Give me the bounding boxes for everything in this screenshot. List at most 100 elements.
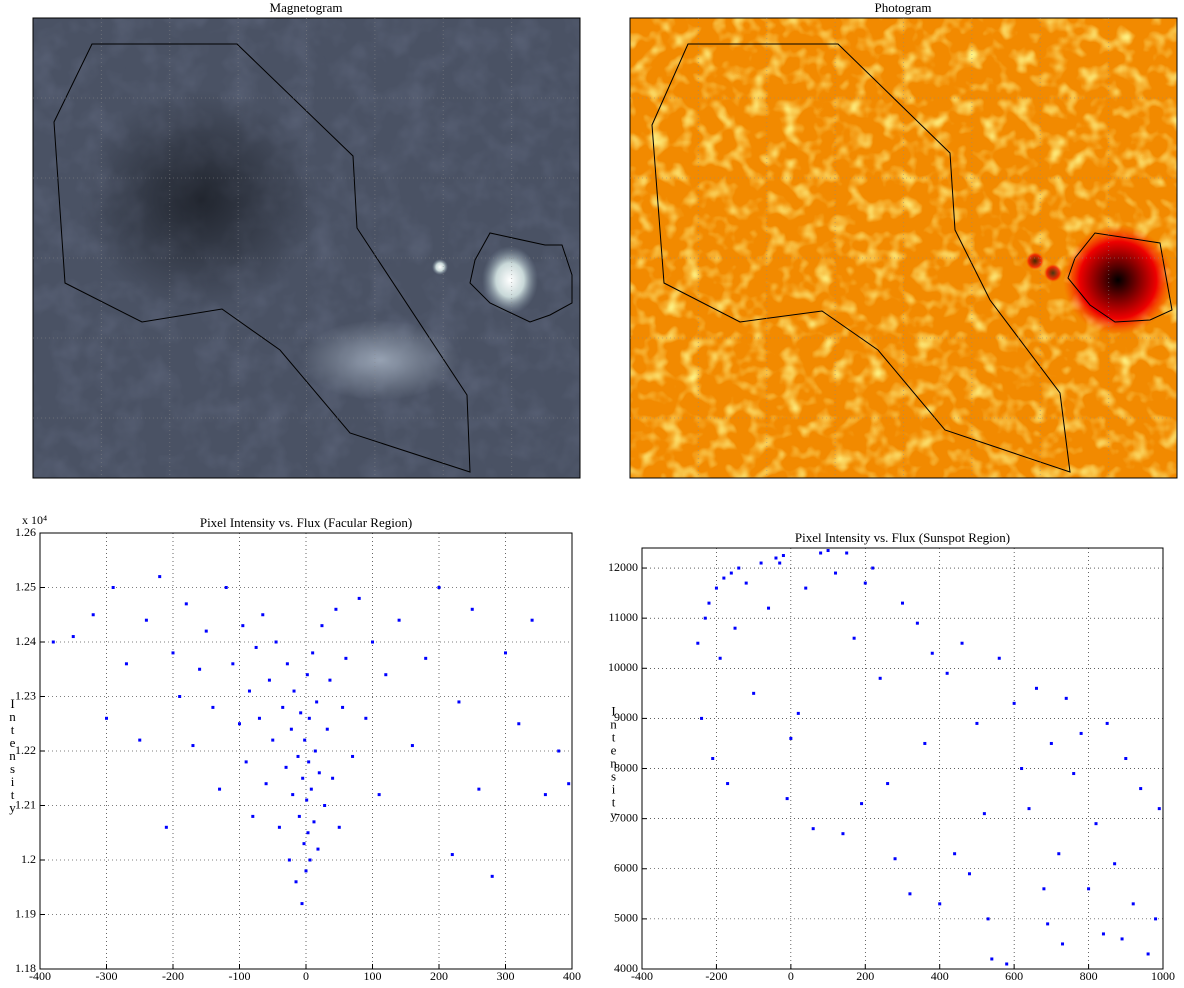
point: [308, 717, 311, 720]
point: [827, 549, 830, 552]
point: [451, 853, 454, 856]
point: [334, 608, 337, 611]
x-tick-label: 200: [430, 969, 448, 983]
point: [804, 587, 807, 590]
point: [730, 572, 733, 575]
point: [303, 739, 306, 742]
point: [245, 760, 248, 763]
point: [438, 586, 441, 589]
point: [700, 717, 703, 720]
point: [704, 617, 707, 620]
point: [946, 672, 949, 675]
point: [290, 728, 293, 731]
x-tick-label: -200: [705, 969, 727, 983]
point: [225, 586, 228, 589]
point: [1106, 722, 1109, 725]
point: [1095, 822, 1098, 825]
y-tick-label: 1.19: [15, 906, 36, 920]
point: [1080, 732, 1083, 735]
point: [271, 739, 274, 742]
point: [341, 706, 344, 709]
point: [845, 552, 848, 555]
point: [477, 788, 480, 791]
point: [288, 859, 291, 862]
y-tick-label: 1.24: [15, 634, 36, 648]
point: [812, 827, 815, 830]
point: [275, 641, 278, 644]
point: [1050, 742, 1053, 745]
point: [218, 788, 221, 791]
point: [268, 679, 271, 682]
point: [1147, 952, 1150, 955]
point: [931, 652, 934, 655]
point: [886, 782, 889, 785]
point: [323, 804, 326, 807]
point: [312, 820, 315, 823]
point: [92, 613, 95, 616]
point: [261, 613, 264, 616]
point: [1102, 932, 1105, 935]
point: [297, 755, 300, 758]
point: [894, 857, 897, 860]
panel-title: Magnetogram: [270, 0, 343, 15]
point: [255, 646, 258, 649]
point: [760, 562, 763, 565]
point: [953, 852, 956, 855]
point: [879, 677, 882, 680]
point: [248, 690, 251, 693]
point: [567, 782, 570, 785]
y-tick-label: 6000: [614, 861, 638, 875]
y-multiplier: x 10⁴: [22, 513, 47, 527]
y-tick-label: 5000: [614, 911, 638, 925]
x-tick-label: 300: [497, 969, 515, 983]
point: [125, 662, 128, 665]
point: [172, 651, 175, 654]
point: [1139, 787, 1142, 790]
point: [265, 782, 268, 785]
point: [1158, 807, 1161, 810]
point: [1042, 887, 1045, 890]
point: [1057, 852, 1060, 855]
point: [165, 826, 168, 829]
point: [258, 717, 261, 720]
y-axis-label: Intensity: [606, 704, 621, 823]
point: [722, 577, 725, 580]
point: [285, 766, 288, 769]
x-tick-label: 100: [364, 969, 382, 983]
point: [384, 673, 387, 676]
point: [871, 567, 874, 570]
point: [778, 562, 781, 565]
point: [797, 712, 800, 715]
point: [471, 608, 474, 611]
point: [328, 679, 331, 682]
point: [491, 875, 494, 878]
point: [531, 619, 534, 622]
x-tick-label: 0: [303, 969, 309, 983]
point: [983, 812, 986, 815]
y-tick-label: 11000: [608, 610, 638, 624]
y-tick-label: 1.18: [15, 961, 36, 975]
point: [1132, 902, 1135, 905]
positive-flux: [300, 320, 460, 400]
point: [298, 815, 301, 818]
point: [860, 802, 863, 805]
point: [719, 657, 722, 660]
point: [301, 777, 304, 780]
point: [1065, 697, 1068, 700]
chart-title: Pixel Intensity vs. Flux (Facular Region…: [200, 515, 412, 530]
chart-title: Pixel Intensity vs. Flux (Sunspot Region…: [795, 530, 1010, 545]
point: [311, 651, 314, 654]
point: [293, 690, 296, 693]
point: [975, 722, 978, 725]
panel-title: Photogram: [874, 0, 931, 15]
point: [371, 641, 374, 644]
point: [72, 635, 75, 638]
point: [745, 582, 748, 585]
point: [344, 657, 347, 660]
point: [1121, 937, 1124, 940]
y-tick-label: 1.26: [15, 525, 36, 539]
point: [158, 575, 161, 578]
point: [711, 757, 714, 760]
y-tick-label: 1.25: [15, 579, 36, 593]
point: [517, 722, 520, 725]
